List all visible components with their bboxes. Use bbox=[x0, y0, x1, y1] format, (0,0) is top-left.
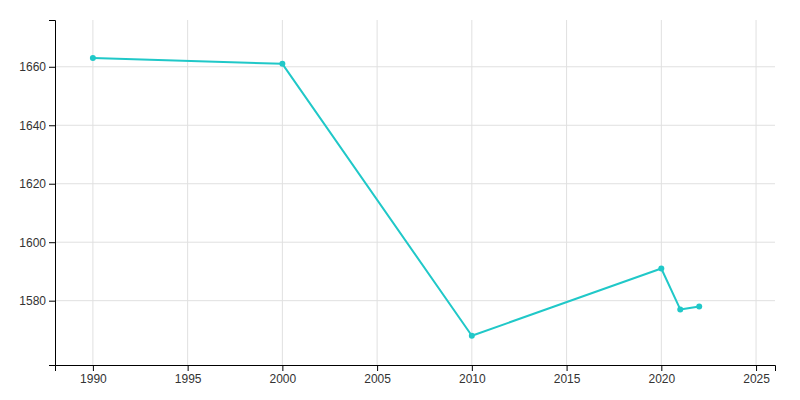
x-tick: 1990 bbox=[80, 365, 107, 386]
y-tick: 1600 bbox=[19, 236, 55, 250]
y-tick-label: 1660 bbox=[19, 60, 46, 74]
x-grid-line bbox=[471, 20, 472, 365]
y-grid-line bbox=[55, 183, 775, 184]
point bbox=[90, 55, 96, 61]
y-grid-line bbox=[55, 125, 775, 126]
plot-area: 1990 1995 2000 2005 2010 2015 2020 2025 1580 1600… bbox=[19, 20, 775, 386]
x-grid-line bbox=[187, 20, 188, 365]
x-axis: 1990 1995 2000 2005 2010 2015 2020 2025 bbox=[56, 365, 776, 386]
y-tick-label: 1620 bbox=[19, 177, 46, 191]
x-grid-line bbox=[756, 20, 757, 365]
y-tick: 1640 bbox=[19, 119, 55, 133]
y-tick-mark bbox=[49, 67, 55, 68]
x-tick: 1995 bbox=[175, 365, 202, 386]
y-tick-mark bbox=[49, 184, 55, 185]
point bbox=[658, 266, 664, 272]
y-tick-label: 1600 bbox=[19, 236, 46, 250]
point bbox=[677, 306, 683, 312]
grid bbox=[55, 20, 775, 365]
y-axis: 1580 1600 1620 1640 1660 bbox=[19, 21, 55, 366]
x-axis-line bbox=[56, 366, 776, 372]
y-grid-line bbox=[55, 242, 775, 243]
x-tick: 2005 bbox=[364, 365, 391, 386]
x-tick-label: 2010 bbox=[459, 372, 486, 386]
chart-container: 1990 1995 2000 2005 2010 2015 2020 2025 1580 1600… bbox=[0, 0, 800, 400]
x-grid-line bbox=[377, 20, 378, 365]
y-tick-label: 1580 bbox=[19, 294, 46, 308]
x-grid-line bbox=[566, 20, 567, 365]
point bbox=[696, 304, 702, 310]
y-tick: 1660 bbox=[19, 60, 55, 74]
marks bbox=[90, 55, 702, 339]
x-tick: 2015 bbox=[554, 365, 581, 386]
y-grid-line bbox=[55, 300, 775, 301]
x-tick-mark bbox=[188, 365, 189, 371]
point bbox=[469, 333, 475, 339]
x-tick-mark bbox=[377, 365, 378, 371]
x-tick: 2000 bbox=[270, 365, 297, 386]
x-tick-mark bbox=[661, 365, 662, 371]
x-tick-label: 1995 bbox=[175, 372, 202, 386]
x-tick-label: 2005 bbox=[364, 372, 391, 386]
x-tick-label: 2025 bbox=[743, 372, 770, 386]
y-grid-line bbox=[55, 66, 775, 67]
y-tick-mark bbox=[49, 125, 55, 126]
x-grid-line bbox=[282, 20, 283, 365]
x-tick-mark bbox=[756, 365, 757, 371]
y-tick: 1620 bbox=[19, 177, 55, 191]
x-tick: 2010 bbox=[459, 365, 486, 386]
x-tick-label: 2000 bbox=[270, 372, 297, 386]
y-tick-label: 1640 bbox=[19, 119, 46, 133]
x-tick-label: 2020 bbox=[648, 372, 675, 386]
x-tick-label: 1990 bbox=[80, 372, 107, 386]
y-tick-mark bbox=[49, 242, 55, 243]
y-tick: 1580 bbox=[19, 294, 55, 308]
x-tick: 2025 bbox=[743, 365, 770, 386]
x-tick-mark bbox=[567, 365, 568, 371]
x-tick: 2020 bbox=[648, 365, 675, 386]
x-tick-label: 2015 bbox=[554, 372, 581, 386]
chart-svg: 1990 1995 2000 2005 2010 2015 2020 2025 1580 1600… bbox=[0, 0, 800, 400]
line bbox=[93, 58, 699, 336]
point bbox=[279, 61, 285, 67]
y-tick-mark bbox=[49, 301, 55, 302]
x-grid-line bbox=[661, 20, 662, 365]
x-tick-mark bbox=[93, 365, 94, 371]
y-axis-line bbox=[49, 21, 56, 366]
x-tick-mark bbox=[472, 365, 473, 371]
x-tick-mark bbox=[282, 365, 283, 371]
x-grid-line bbox=[92, 20, 93, 365]
